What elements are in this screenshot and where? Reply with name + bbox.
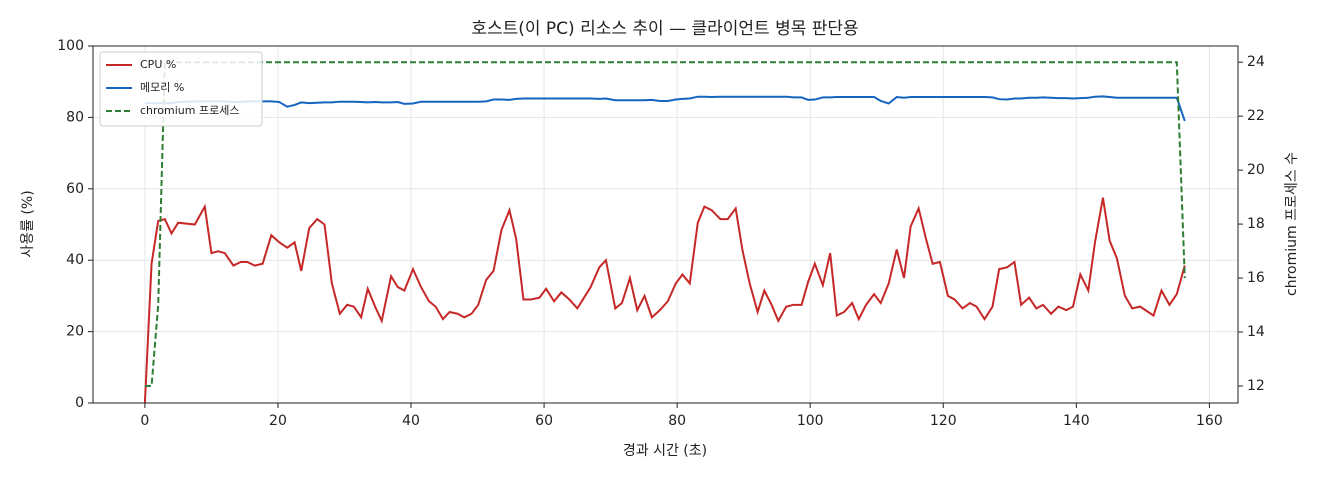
y-tick-label: 40 [66,252,84,268]
x-tick-label: 160 [1196,413,1223,429]
chart-title: 호스트(이 PC) 리소스 추이 — 클라이언트 병목 판단용 [471,19,858,39]
x-tick-label: 20 [269,413,287,429]
y2-tick-label: 20 [1247,162,1265,178]
legend-box [99,51,263,127]
x-tick-label: 100 [797,413,824,429]
y2-tick-label: 14 [1247,324,1265,340]
y2-tick-label: 22 [1247,108,1265,124]
y-tick-label: 100 [57,38,84,54]
y-axis-label: 사용률 (%) [20,190,36,257]
plot-frame [92,45,1239,404]
x-tick-label: 120 [930,413,957,429]
y-tick-label: 20 [66,324,84,340]
legend-label: chromium 프로세스 [140,104,239,117]
y2-tick-label: 18 [1247,216,1265,232]
y2-tick-label: 24 [1247,54,1265,70]
x-tick-label: 0 [140,413,149,429]
line-series [144,95,1186,122]
y2-tick-label: 12 [1247,378,1265,394]
y2-tick-label: 16 [1247,270,1265,286]
y-tick-label: 80 [66,109,84,125]
x-tick-label: 40 [402,413,420,429]
line-series [143,197,1186,404]
x-axis-label: 경과 시간 (초) [623,443,707,459]
legend-label: CPU % [140,58,176,71]
y-tick-label: 60 [66,181,84,197]
x-tick-label: 140 [1063,413,1090,429]
x-tick-label: 60 [535,413,553,429]
y2-axis-label: chromium 프로세스 수 [1284,152,1300,296]
y-tick-label: 0 [75,395,84,411]
x-tick-label: 80 [668,413,686,429]
line-series [144,61,1186,387]
legend-label: 메모리 % [140,81,184,94]
